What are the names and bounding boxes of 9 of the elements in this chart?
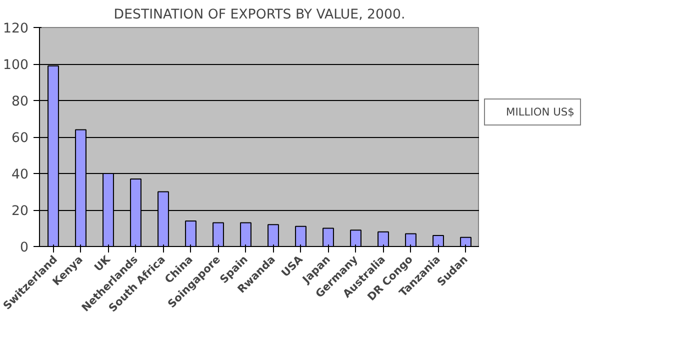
y-tick-label: 100 [3, 58, 29, 73]
y-tick-label: 40 [12, 168, 29, 182]
chart-title: DESTINATION OF EXPORTS BY VALUE, 2000. [114, 8, 406, 22]
text: MILLION US$ [506, 105, 574, 118]
y-tick-label: 120 [3, 22, 29, 36]
y-tick-label: 60 [12, 131, 29, 146]
y-tick-label: 0 [20, 240, 29, 256]
y-tick-label: 20 [12, 204, 29, 219]
y-tick-label: 80 [12, 94, 29, 110]
